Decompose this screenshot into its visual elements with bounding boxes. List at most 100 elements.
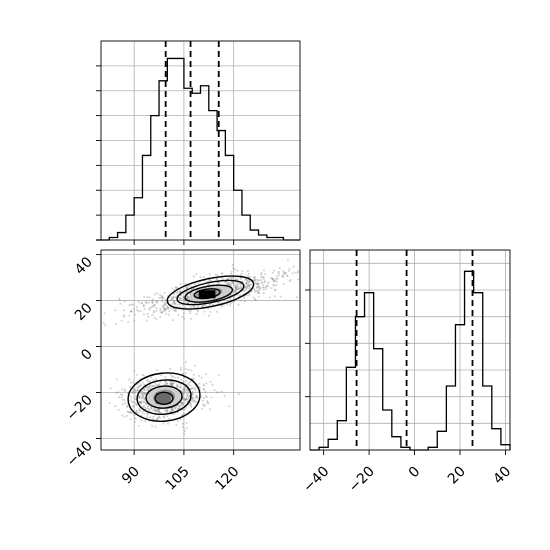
scatter-point bbox=[198, 386, 201, 389]
scatter-point bbox=[172, 296, 175, 299]
scatter-point bbox=[209, 279, 212, 282]
scatter-point bbox=[256, 282, 259, 285]
scatter-point bbox=[164, 308, 167, 311]
scatter-point bbox=[132, 390, 135, 393]
scatter-point bbox=[174, 296, 177, 299]
scatter-point bbox=[150, 406, 153, 409]
scatter-point bbox=[151, 302, 154, 305]
scatter-point bbox=[142, 406, 145, 409]
scatter-point bbox=[226, 303, 229, 306]
scatter-point bbox=[189, 306, 192, 308]
scatter-point bbox=[178, 298, 181, 301]
scatter-point bbox=[245, 282, 248, 285]
scatter-point bbox=[275, 280, 278, 283]
scatter-point bbox=[175, 423, 178, 426]
scatter-point bbox=[115, 378, 118, 381]
scatter-point bbox=[118, 297, 121, 300]
scatter-point bbox=[256, 278, 259, 281]
scatter-point bbox=[141, 390, 144, 393]
scatter-point bbox=[192, 400, 195, 403]
scatter-point bbox=[143, 412, 146, 415]
scatter-point bbox=[257, 282, 260, 285]
scatter-point bbox=[238, 287, 241, 290]
scatter-point bbox=[172, 293, 175, 296]
scatter-point bbox=[188, 395, 191, 397]
scatter-point bbox=[151, 384, 153, 387]
scatter-point bbox=[143, 308, 146, 311]
scatter-point bbox=[262, 284, 265, 287]
scatter-point bbox=[248, 294, 251, 297]
scatter-point bbox=[178, 297, 181, 300]
scatter-point bbox=[232, 267, 235, 270]
scatter-point bbox=[158, 293, 161, 296]
scatter-point bbox=[194, 282, 196, 285]
scatter-point bbox=[141, 392, 144, 395]
scatter-point bbox=[240, 285, 243, 288]
scatter-point bbox=[140, 401, 142, 404]
scatter-point bbox=[149, 387, 152, 390]
scatter-point bbox=[183, 430, 186, 432]
scatter-point bbox=[143, 313, 145, 316]
scatter-point bbox=[183, 392, 185, 395]
scatter-point bbox=[162, 310, 165, 313]
scatter-point bbox=[216, 391, 219, 394]
scatter-point bbox=[249, 276, 252, 279]
scatter-point bbox=[201, 403, 204, 406]
scatter-point bbox=[236, 286, 239, 289]
scatter-point bbox=[117, 408, 120, 411]
scatter-point bbox=[144, 392, 147, 395]
scatter-point bbox=[202, 384, 205, 387]
scatter-point bbox=[191, 386, 194, 389]
scatter-point bbox=[180, 401, 183, 404]
scatter-point bbox=[154, 409, 157, 412]
scatter-point bbox=[186, 294, 189, 297]
scatter-point bbox=[262, 288, 265, 291]
scatter-point bbox=[182, 304, 185, 307]
scatter-point bbox=[193, 399, 196, 402]
scatter-point bbox=[208, 314, 210, 317]
scatter-point bbox=[190, 388, 193, 390]
scatter-point bbox=[123, 390, 126, 393]
scatter-point bbox=[248, 285, 251, 287]
scatter-point bbox=[132, 388, 135, 390]
scatter-point bbox=[140, 392, 143, 395]
scatter-point bbox=[134, 389, 137, 392]
scatter-point bbox=[193, 378, 196, 381]
scatter-point bbox=[161, 304, 163, 307]
scatter-point bbox=[175, 383, 178, 386]
scatter-point bbox=[124, 402, 127, 405]
scatter-point bbox=[233, 289, 236, 292]
scatter-point bbox=[155, 418, 158, 421]
scatter-point bbox=[119, 302, 122, 305]
scatter-point bbox=[240, 299, 243, 302]
scatter-point bbox=[192, 400, 195, 402]
scatter-point bbox=[239, 274, 242, 277]
scatter-point bbox=[132, 392, 135, 395]
scatter-point bbox=[267, 280, 270, 283]
scatter-point bbox=[165, 380, 168, 383]
scatter-point bbox=[104, 324, 107, 327]
scatter-point bbox=[134, 398, 137, 400]
scatter-point bbox=[203, 304, 206, 307]
contour-upper bbox=[184, 284, 234, 303]
scatter-point bbox=[231, 264, 234, 266]
scatter-point bbox=[246, 283, 249, 286]
scatter-point bbox=[136, 373, 138, 376]
scatter-point bbox=[179, 303, 181, 306]
contour-lower bbox=[154, 391, 174, 405]
scatter-point bbox=[236, 269, 239, 272]
scatter-point bbox=[183, 391, 186, 394]
scatter-point bbox=[242, 289, 245, 292]
scatter-point bbox=[121, 394, 124, 397]
scatter-point bbox=[216, 310, 219, 313]
scatter-point bbox=[234, 286, 237, 289]
scatter-point bbox=[215, 278, 218, 281]
scatter-point bbox=[163, 303, 166, 306]
scatter-point bbox=[247, 280, 250, 283]
scatter-point bbox=[256, 287, 259, 290]
scatter-point bbox=[175, 286, 178, 289]
scatter-point bbox=[262, 292, 265, 295]
scatter-point bbox=[183, 317, 186, 320]
scatter-point bbox=[137, 411, 140, 414]
scatter-point bbox=[234, 286, 237, 289]
